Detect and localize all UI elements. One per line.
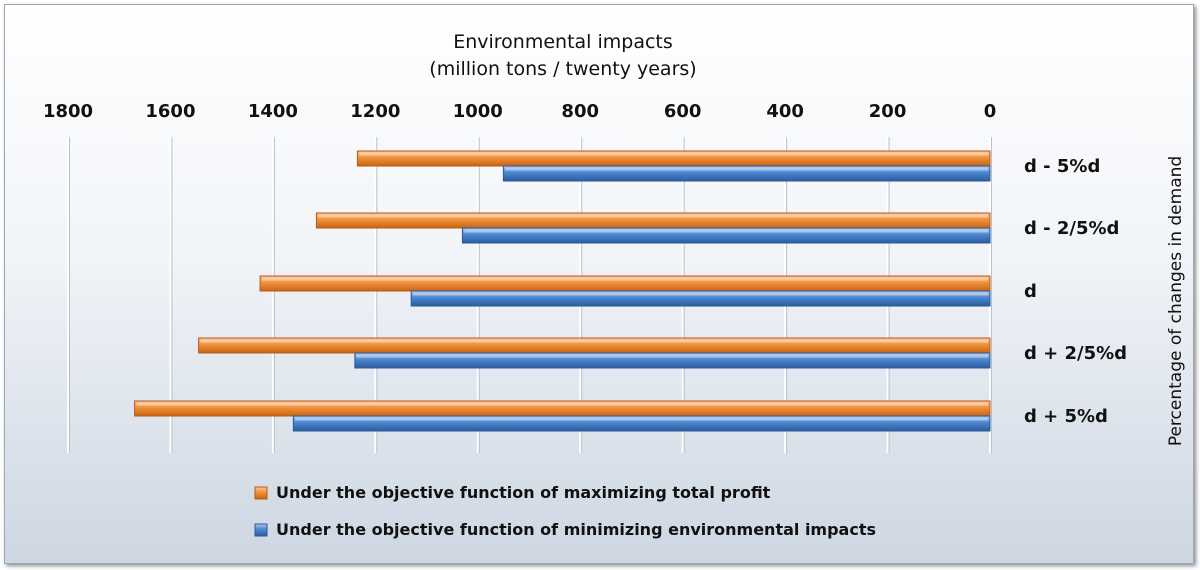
bar-min-environmental [410, 290, 991, 307]
bar-min-environmental [292, 415, 991, 432]
bar-min-environmental-highlight [356, 354, 988, 358]
bar-min-environmental-highlight [505, 167, 988, 171]
chart-frame: Environmental impacts (million tons / twe… [4, 4, 1194, 564]
x-tick-label: 400 [766, 101, 804, 122]
bar-chart: Environmental impacts (million tons / twe… [43, 31, 1186, 539]
category-label: d - 5%d [1024, 156, 1100, 177]
bar-min-environmental [502, 165, 991, 182]
x-tick-label: 1000 [453, 101, 503, 122]
bar-max-profit-highlight [318, 214, 989, 218]
x-tick-label: 800 [561, 101, 599, 122]
legend-swatch-max-profit [254, 486, 268, 500]
x-tick-label: 0 [984, 101, 997, 122]
bar-max-profit-highlight [359, 152, 989, 156]
x-tick-label: 200 [869, 101, 907, 122]
bar-min-environmental [354, 352, 991, 369]
category-label: d [1024, 281, 1037, 302]
bar-max-profit-highlight [200, 339, 988, 343]
category-label: d + 2/5%d [1024, 343, 1127, 364]
x-tick-label: 1200 [350, 101, 400, 122]
x-axis-title-line: (million tons / twenty years) [429, 58, 696, 80]
bar-min-environmental [461, 227, 991, 244]
bar-max-profit-highlight [262, 277, 988, 281]
bar-max-profit-highlight [136, 402, 989, 406]
category-label: d + 5%d [1024, 406, 1108, 427]
category-label: d - 2/5%d [1024, 218, 1119, 239]
x-tick-label: 1400 [248, 101, 298, 122]
x-axis-title-line: Environmental impacts [453, 31, 673, 53]
bar-min-environmental-highlight [464, 229, 988, 233]
bar-min-environmental-highlight [413, 292, 988, 296]
legend-label: Under the objective function of maximizi… [276, 483, 771, 502]
bar-min-environmental-highlight [295, 417, 988, 421]
x-tick-label: 1800 [43, 101, 93, 122]
legend-label: Under the objective function of minimizi… [276, 520, 876, 539]
y-axis-title: Percentage of changes in demand [1166, 156, 1186, 446]
legend-swatch-min-environmental [254, 523, 268, 537]
x-tick-label: 600 [664, 101, 702, 122]
x-tick-label: 1600 [145, 101, 195, 122]
